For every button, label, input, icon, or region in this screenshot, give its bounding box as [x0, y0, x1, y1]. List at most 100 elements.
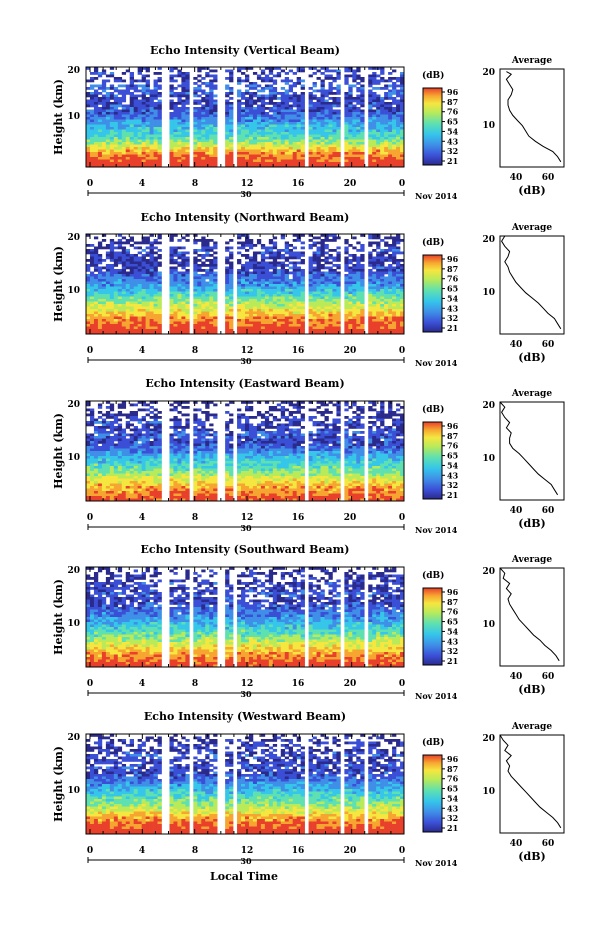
heatmap-cell — [316, 269, 321, 272]
heatmap-cell — [201, 296, 206, 300]
heatmap-cell — [344, 132, 349, 135]
heatmap-cell — [256, 127, 262, 130]
heatmap-cell — [284, 281, 290, 285]
heatmap-cell — [392, 82, 397, 85]
heatmap-cell — [296, 281, 301, 285]
heatmap-cell — [344, 274, 349, 277]
heatmap-cell — [400, 259, 405, 262]
heatmap-cell — [149, 264, 154, 267]
heatmap-cell — [308, 149, 313, 153]
heatmap-cell — [284, 164, 290, 168]
heatmap-cell — [241, 276, 246, 280]
heatmap-cell — [392, 301, 397, 305]
heatmap-cell — [352, 84, 357, 88]
heatmap-cell — [284, 107, 290, 110]
heatmap-cell — [89, 147, 95, 150]
heatmap-cell — [328, 149, 333, 153]
heatmap-cell — [109, 87, 115, 90]
heatmap-cell — [316, 286, 321, 290]
heatmap-cell — [129, 97, 134, 100]
heatmap-cell — [356, 132, 361, 135]
heatmap-cell — [101, 294, 107, 297]
heatmap-cell — [197, 119, 202, 123]
heatmap-cell — [113, 127, 119, 130]
heatmap-cell — [117, 314, 123, 317]
heatmap-cell — [360, 319, 365, 322]
heatmap-cell — [312, 144, 317, 148]
heatmap-cell — [197, 329, 202, 332]
heatmap-cell — [324, 281, 329, 285]
heatmap-cell — [157, 241, 162, 245]
heatmap-cell — [336, 142, 341, 145]
heatmap-cell — [97, 99, 103, 103]
heatmap-cell — [336, 254, 341, 257]
heatmap-cell — [141, 274, 146, 277]
heatmap-cell — [316, 99, 321, 103]
heatmap-cell — [209, 294, 214, 297]
heatmap-cell — [264, 107, 270, 110]
heatmap-cell — [185, 269, 190, 272]
heatmap-cell — [312, 241, 317, 245]
heatmap-cell — [153, 84, 158, 88]
heatmap-cell — [348, 147, 353, 150]
heatmap-cell — [256, 144, 262, 148]
heatmap-cell — [181, 304, 186, 307]
heatmap-cell — [256, 142, 262, 145]
heatmap-cell — [133, 87, 138, 90]
heatmap-cell — [225, 279, 230, 282]
heatmap-cell — [256, 134, 262, 138]
heatmap-cell — [324, 316, 329, 320]
heatmap-cell — [89, 289, 95, 292]
heatmap-cell — [153, 89, 158, 93]
heatmap-cell — [97, 164, 103, 168]
heatmap-cell — [388, 314, 393, 317]
heatmap-cell — [324, 284, 329, 287]
heatmap-cell — [125, 309, 131, 312]
heatmap-cell — [372, 249, 377, 252]
heatmap-cell — [328, 321, 333, 325]
heatmap-cell — [352, 139, 357, 143]
heatmap-cell — [245, 296, 250, 300]
heatmap-cell — [237, 271, 242, 275]
heatmap-cell — [141, 271, 146, 275]
heatmap-cell — [344, 152, 349, 155]
heatmap-cell — [280, 154, 286, 158]
heatmap-cell — [129, 92, 134, 95]
heatmap-cell — [360, 159, 365, 163]
heatmap-cell — [241, 154, 246, 158]
heatmap-cell — [173, 122, 178, 125]
heatmap-cell — [205, 294, 210, 297]
heatmap-cell — [316, 241, 321, 245]
heatmap-cell — [141, 164, 146, 168]
heatmap-cell — [268, 79, 274, 83]
heatmap-cell — [93, 289, 99, 292]
heatmap-cell — [268, 107, 274, 110]
heatmap-cell — [181, 254, 186, 257]
heatmap-cell — [328, 284, 333, 287]
heatmap-cell — [97, 299, 103, 302]
heatmap-cell — [245, 77, 250, 80]
heatmap-cell — [312, 291, 317, 295]
heatmap-cell — [117, 289, 123, 292]
heatmap-cell — [388, 102, 393, 105]
heatmap-cell — [173, 261, 178, 265]
heatmap-cell — [185, 144, 190, 148]
heatmap-cell — [213, 107, 218, 110]
heatmap-cell — [316, 309, 321, 312]
heatmap-cell — [145, 299, 150, 302]
heatmap-cell — [93, 284, 99, 287]
heatmap-cell — [288, 144, 294, 148]
heatmap-cell — [356, 294, 361, 297]
heatmap-cell — [348, 149, 353, 153]
heatmap-cell — [181, 259, 186, 262]
heatmap-cell — [169, 281, 174, 285]
heatmap-cell — [205, 134, 210, 138]
heatmap-cell — [229, 239, 234, 242]
heatmap-cell — [145, 134, 150, 138]
heatmap-cell — [201, 239, 206, 242]
heatmap-cell — [256, 309, 262, 312]
heatmap-cell — [201, 301, 206, 305]
heatmap-cell — [324, 306, 329, 310]
heatmap-cell — [149, 249, 154, 252]
heatmap-cell — [89, 311, 95, 315]
